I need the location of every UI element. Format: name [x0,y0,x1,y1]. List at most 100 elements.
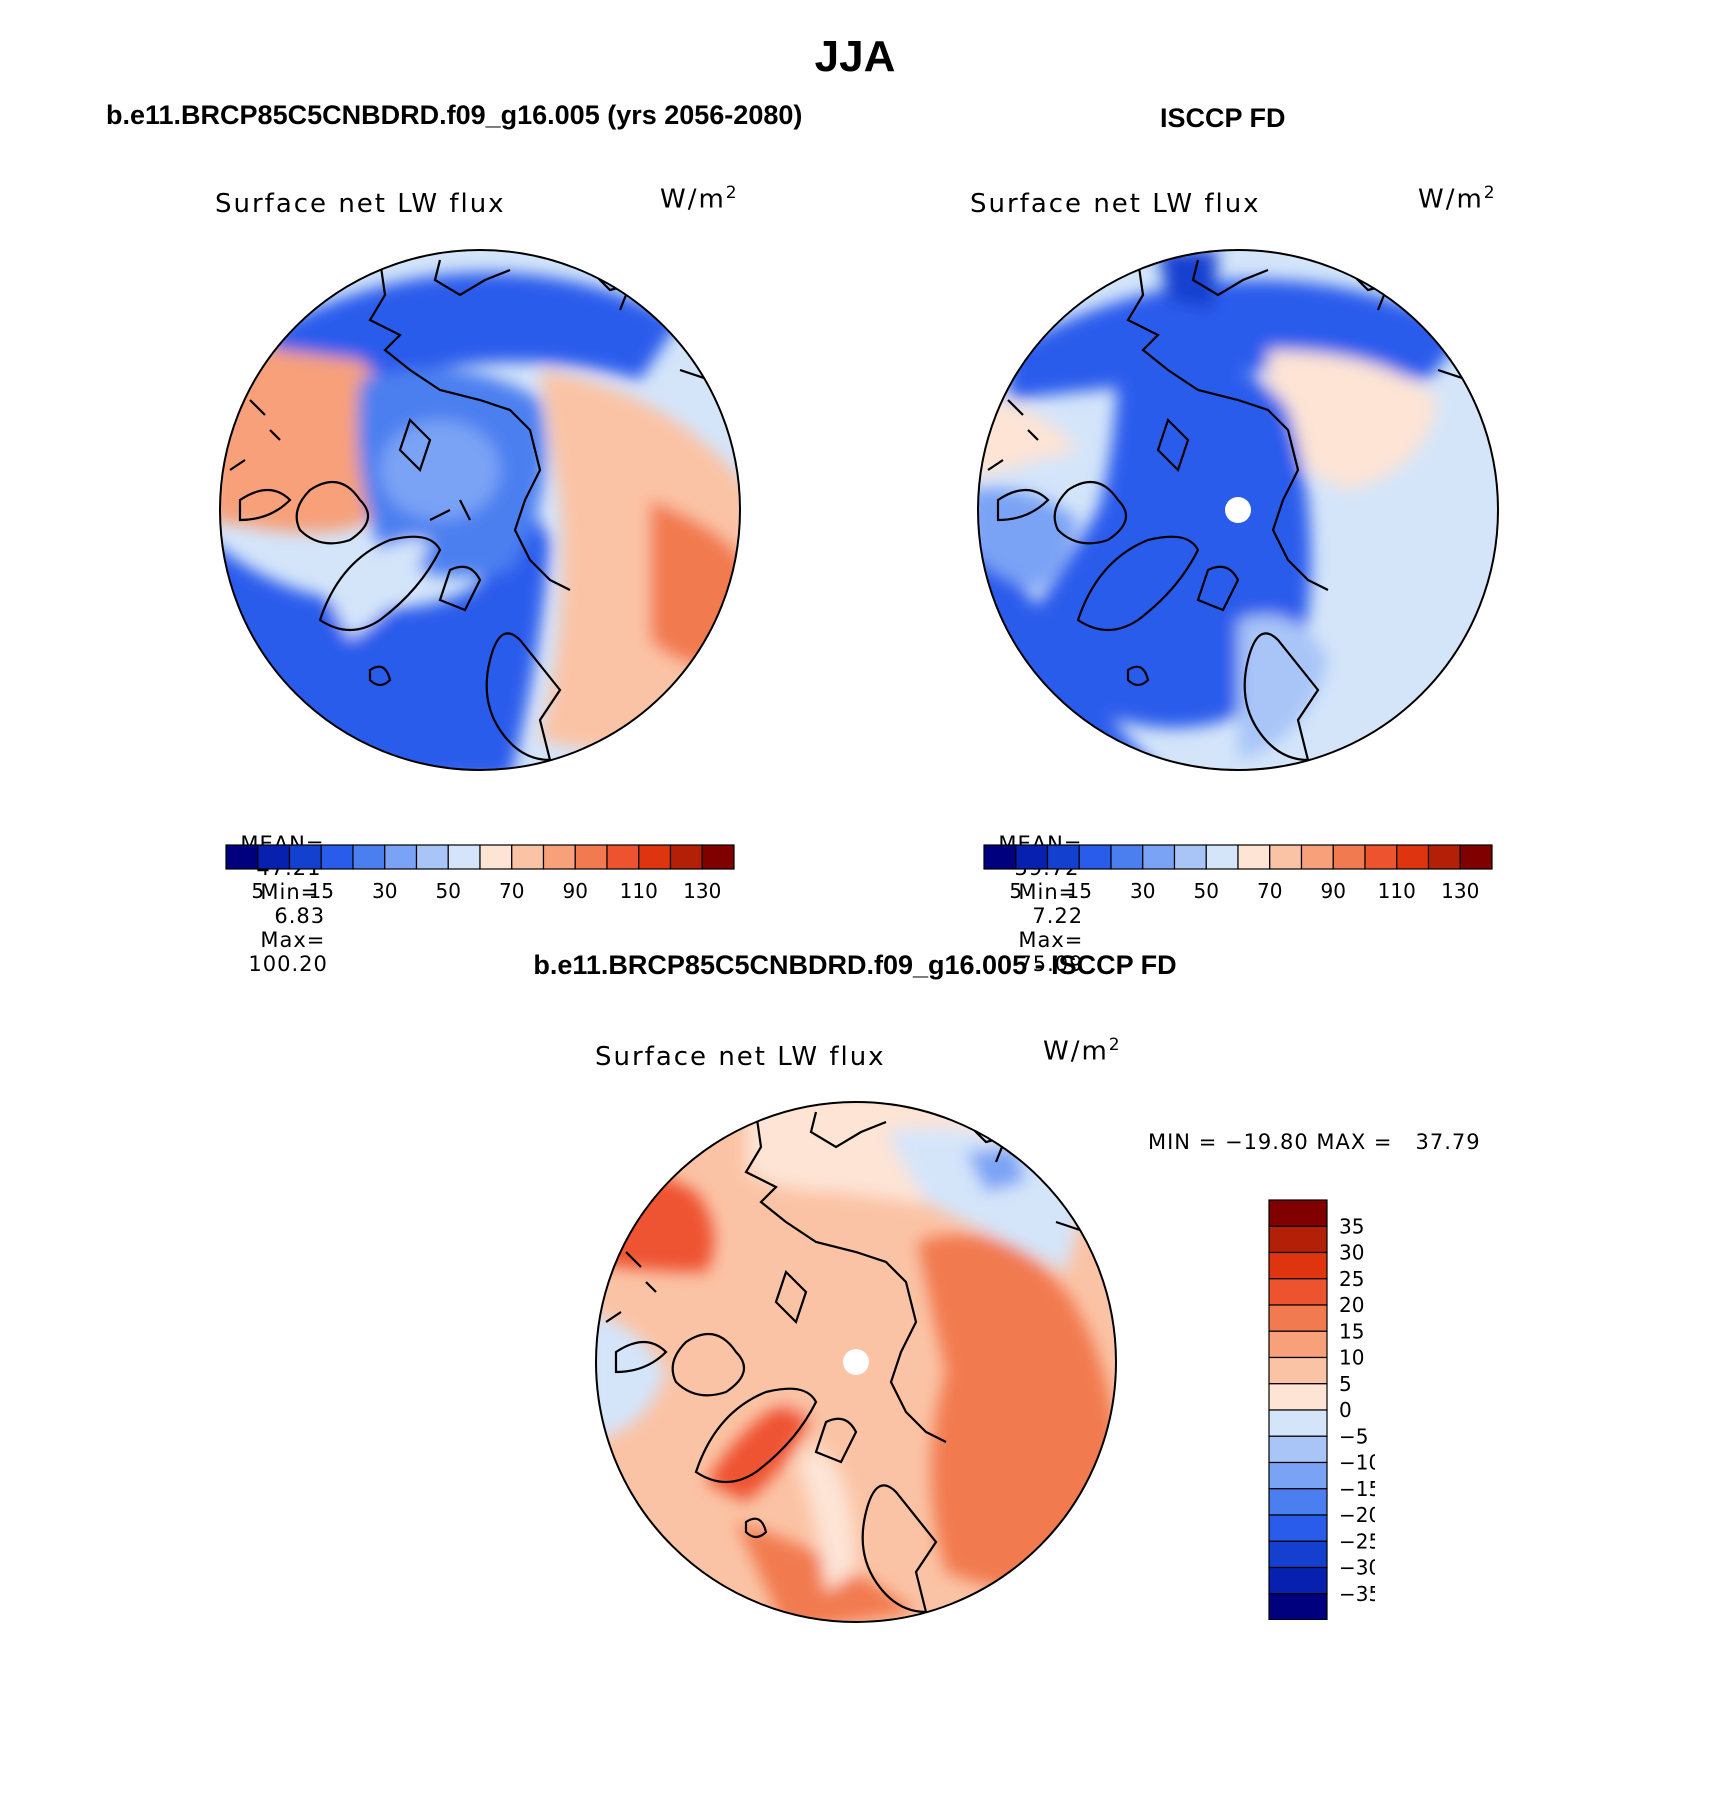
left-units: W/m [660,184,726,215]
colorbar-swatch [1268,1251,1328,1280]
colorbar-swatch [320,844,354,870]
colorbar-swatch [1205,844,1239,870]
colorbar-swatch [1268,1225,1328,1254]
colorbar-swatch [638,844,672,870]
colorbar-swatch [606,844,640,870]
left-colorbar: 5 15 30 50 70 90 110 130 [225,844,735,903]
colorbar-tick-label: 15 [1339,1319,1364,1343]
colorbar-swatch [1173,844,1207,870]
colorbar-swatch [1268,1356,1328,1385]
colorbar-tick-label: −5 [1339,1424,1368,1448]
colorbar-tick-label: 0 [1339,1398,1352,1422]
left-max-label: Max= [260,928,326,952]
coastlines [229,259,711,762]
colorbar-tick-label: −25 [1339,1529,1375,1553]
right-units-exponent: 2 [1483,183,1497,203]
colorbar-swatch [1268,1330,1328,1359]
colorbar-swatch [1046,844,1080,870]
diff-variable-label: Surface net LW flux [595,1042,886,1072]
colorbar-swatch [1396,844,1430,870]
right-variable-label: Surface net LW flux [970,189,1261,219]
missing-data-pole [1225,497,1251,523]
colorbar-tick-label: 70 [499,879,524,903]
colorbar-swatch [1268,1461,1328,1490]
warm-region-west [220,340,396,533]
right-case-title: ISCCP FD [1160,103,1286,133]
colorbar-swatch [1268,1540,1328,1569]
colorbar-swatch [1078,844,1112,870]
colorbar-tick-label: 130 [1441,879,1479,903]
colorbar-tick-label: 50 [436,879,461,903]
colorbar-swatch [1268,1435,1328,1464]
right-max-value: 75.09 [1018,952,1084,976]
colorbar-tick-label: 5 [1339,1372,1352,1396]
colorbar-tick-label: 70 [1257,879,1282,903]
diff-units: W/m [1043,1036,1109,1067]
right-min-value: 7.22 [1032,904,1084,928]
deep-blue-core [1158,250,1218,310]
colorbar-tick-label: 110 [620,879,658,903]
colorbar-swatch [1268,1566,1328,1595]
colorbar-swatch [1237,844,1271,870]
colorbar-tick-label: 30 [1130,879,1155,903]
colorbar-tick-label: −35 [1339,1582,1375,1606]
colorbar-swatch [1015,844,1049,870]
left-max-value: 100.20 [248,952,328,976]
left-case-title: b.e11.BRCP85C5CNBDRD.f09_g16.005 (yrs 20… [106,100,803,130]
colorbar-swatch [669,844,703,870]
diff-case-title: b.e11.BRCP85C5CNBDRD.f09_g16.005 - ISCCP… [533,950,1177,980]
warm-region-greenland [706,1392,816,1502]
colorbar-swatch [1268,1409,1328,1437]
blue-patch-northeast [966,1147,1026,1192]
colorbar-swatch [447,844,481,870]
colorbar-swatch [1268,1593,1328,1620]
left-units-exponent: 2 [725,183,739,203]
colorbar-tick-label: 25 [1339,1267,1364,1291]
colorbar-tick-label: 15 [309,879,334,903]
polar-core [380,420,500,520]
colorbar-swatch [1300,844,1334,870]
colorbar-tick-label: 90 [563,879,588,903]
map-boundary [977,249,1499,771]
colorbar-swatch [1332,844,1366,870]
missing-data-pole [843,1349,869,1375]
pale-band-south [796,1442,856,1592]
colorbar-swatch [479,844,513,870]
colorbar-tick-label: 5 [251,879,264,903]
left-min-label: Min= [260,880,320,904]
colorbar-swatch [1268,1278,1328,1306]
left-polar-map [219,249,741,771]
colorbar-tick-label: 10 [1339,1346,1364,1370]
left-units-label: W/m2 [660,183,739,215]
colorbar-swatch [415,844,449,870]
colorbar-swatch [701,844,735,870]
colorbar-swatch [1427,844,1461,870]
colorbar-tick-label: 110 [1378,879,1416,903]
right-units: W/m [1418,184,1484,215]
warm-region-east [1268,350,1438,490]
colorbar-tick-label: 20 [1339,1293,1364,1317]
colorbar-swatch [1268,1199,1328,1227]
blue-region-north [270,272,680,380]
warm-region-east [916,1233,1116,1592]
left-min-value: 6.83 [274,904,326,928]
colorbar-swatch [511,844,545,870]
colorbar-swatch [542,844,576,870]
colorbar-tick-label: 30 [372,879,397,903]
colorbar-swatch [288,844,322,870]
right-min-label: Min= [1018,880,1078,904]
colorbar-tick-label: 5 [1009,879,1022,903]
colorbar-swatch [1459,844,1493,870]
colorbar-tick-label: −10 [1339,1451,1375,1475]
diff-units-label: W/m2 [1043,1035,1122,1067]
colorbar-swatch [1268,1383,1328,1411]
diff-minmax: MIN = −19.80 MAX = 37.79 [1148,1130,1481,1154]
coastlines [987,259,1469,762]
colorbar-tick-label: 35 [1339,1214,1364,1238]
central-arctic [743,1203,918,1419]
colorbar-swatch [352,844,386,870]
colorbar-swatch [1110,844,1144,870]
coastlines [605,1111,1087,1614]
colorbar-swatch [1268,1488,1328,1516]
